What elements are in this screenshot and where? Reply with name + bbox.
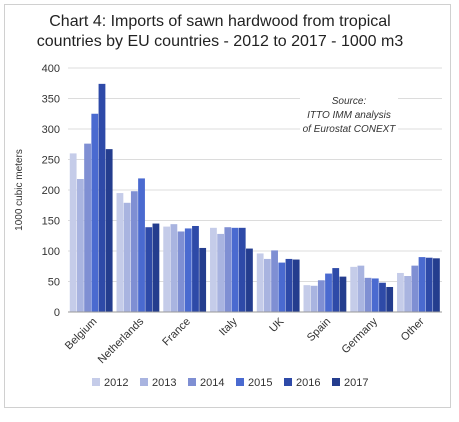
bar-belgium-2015 (91, 113, 99, 312)
bar-spain-2013 (310, 285, 318, 312)
legend-label-2014: 2014 (200, 377, 224, 389)
bar-belgium-2017 (105, 149, 113, 312)
source-annotation: Source: ITTO IMM analysis of Eurostat CO… (300, 93, 398, 139)
bar-germany-2012 (350, 266, 358, 312)
legend-swatch-2013 (140, 378, 148, 386)
x-tick-label: Germany (340, 315, 381, 356)
bar-germany-2016 (379, 282, 386, 312)
y-tick-label: 0 (54, 307, 60, 319)
bar-italy-2013 (217, 233, 225, 312)
legend-swatch-2014 (188, 378, 196, 386)
y-axis-ticks: 0 50 100 150 200 250 300 350 400 (42, 63, 60, 319)
source-box (300, 93, 398, 139)
bar-netherlands-2016 (145, 227, 153, 312)
legend: 2012 2013 2014 2015 2016 2017 (92, 377, 368, 389)
bar-france-2012 (163, 226, 171, 312)
bar-germany-2017 (386, 286, 394, 312)
legend-label-2012: 2012 (104, 377, 128, 389)
bar-netherlands-2017 (152, 223, 160, 312)
legend-swatch-2015 (236, 378, 244, 386)
bar-spain-2015 (325, 273, 332, 312)
source-line-2: ITTO IMM analysis (307, 110, 391, 121)
bar-france-2017 (199, 247, 207, 312)
y-tick-label: 400 (42, 63, 60, 75)
bar-belgium-2013 (76, 179, 84, 312)
bar-italy-2015 (231, 227, 239, 312)
source-line-1: Source: (332, 96, 367, 107)
x-tick-label: UK (267, 315, 287, 335)
bar-uk-2014 (271, 250, 278, 312)
legend-label-2017: 2017 (344, 377, 368, 389)
bar-other-2012 (397, 272, 404, 312)
chart-title: Chart 4: Imports of sawn hardwood from t… (30, 12, 410, 52)
bar-uk-2016 (285, 258, 293, 312)
y-tick-label: 150 (42, 216, 60, 228)
bar-italy-2016 (238, 227, 246, 312)
bar-uk-2012 (256, 253, 264, 312)
chart-title-line-1: Chart 4: Imports of sawn hardwood from t… (49, 13, 391, 30)
bar-france-2016 (192, 225, 199, 312)
x-tick-label: Netherlands (96, 315, 147, 366)
bar-uk-2017 (292, 259, 300, 312)
bar-netherlands-2013 (123, 202, 131, 312)
legend-swatch-2017 (332, 378, 340, 386)
bar-belgium-2016 (98, 83, 106, 312)
y-tick-label: 100 (42, 246, 60, 258)
bar-other-2013 (404, 276, 412, 312)
bar-france-2014 (177, 231, 185, 312)
bar-netherlands-2015 (138, 178, 145, 312)
bar-other-2017 (433, 258, 440, 312)
bar-uk-2015 (278, 262, 286, 312)
bar-spain-2014 (317, 280, 325, 312)
bar-spain-2016 (332, 268, 340, 312)
bar-uk-2013 (263, 258, 271, 312)
bar-spain-2012 (303, 285, 311, 312)
chart-title-line-2: countries by EU countries - 2012 to 2017… (36, 33, 404, 50)
bar-italy-2012 (210, 227, 217, 312)
bar-spain-2017 (339, 276, 347, 312)
y-tick-label: 250 (42, 155, 60, 167)
bar-other-2016 (425, 257, 433, 312)
bar-italy-2017 (246, 248, 253, 312)
bar-germany-2014 (364, 277, 372, 312)
x-tick-label: Spain (305, 316, 333, 344)
legend-swatch-2016 (284, 378, 292, 386)
bar-netherlands-2012 (116, 193, 124, 312)
bar-france-2013 (170, 224, 178, 312)
y-tick-label: 350 (42, 94, 60, 106)
y-tick-label: 50 (48, 277, 60, 289)
legend-label-2015: 2015 (248, 377, 272, 389)
bar-belgium-2014 (84, 143, 91, 312)
y-tick-label: 200 (42, 185, 60, 197)
bar-france-2015 (184, 228, 192, 312)
legend-swatch-2012 (92, 378, 100, 386)
bar-netherlands-2014 (130, 191, 138, 312)
source-line-3: of Eurostat CONEXT (303, 124, 397, 135)
y-tick-label: 300 (42, 124, 60, 136)
x-tick-label: France (160, 316, 193, 349)
legend-label-2016: 2016 (296, 377, 320, 389)
bar-germany-2013 (357, 265, 365, 312)
bar-other-2015 (418, 257, 426, 312)
x-tick-label: Italy (217, 315, 240, 338)
y-axis-label: 1000 cubic meters (14, 149, 25, 231)
bar-germany-2015 (371, 278, 379, 312)
bar-belgium-2012 (69, 153, 77, 312)
bars (69, 83, 440, 312)
x-tick-label: Other (399, 315, 427, 343)
legend-label-2013: 2013 (152, 377, 176, 389)
bar-other-2014 (411, 265, 419, 312)
x-tick-label: Belgium (63, 316, 100, 353)
bar-italy-2014 (224, 227, 232, 312)
